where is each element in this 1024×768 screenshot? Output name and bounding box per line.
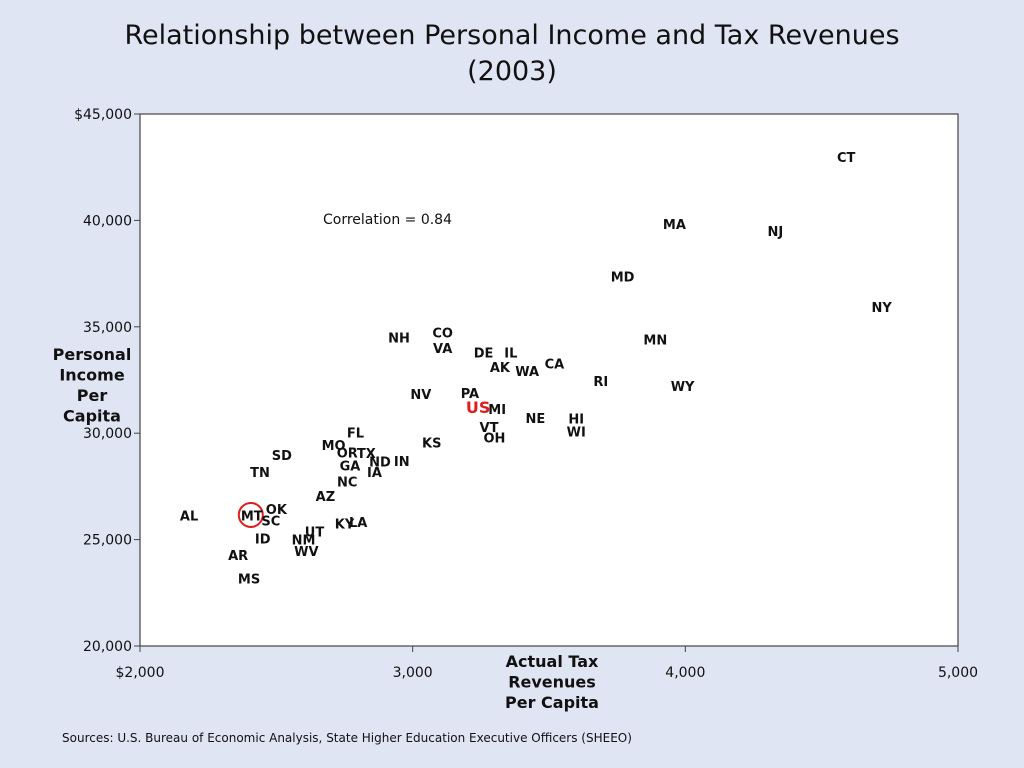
plot-area [139,113,959,647]
data-point-mt: MT [241,509,263,524]
data-point-wa: WA [515,365,539,380]
x-tick-label: 4,000 [665,665,705,681]
data-point-mi: MI [488,403,506,418]
data-point-nc: NC [337,475,357,490]
data-point-il: IL [504,347,517,362]
data-point-ak: AK [490,361,511,376]
data-point-mn: MN [643,333,667,348]
x-tick-label: 5,000 [938,665,978,681]
data-point-nj: NJ [767,225,783,240]
data-point-ga: GA [340,460,361,475]
data-point-va: VA [433,342,452,357]
data-point-ms: MS [238,573,260,588]
data-point-wy: WY [671,380,695,395]
data-point-co: CO [432,326,453,341]
data-point-us: US [466,398,491,417]
x-axis-label: Actual Tax [506,652,599,671]
data-point-in: IN [394,455,410,470]
y-axis-label: Income [59,366,124,385]
x-tick-label: $2,000 [116,665,165,681]
data-point-de: DE [474,347,494,362]
data-point-ma: MA [663,218,686,233]
data-point-pa: PA [461,387,479,402]
y-tick-label: 40,000 [83,213,132,229]
data-point-tn: TN [250,466,270,481]
data-point-az: AZ [316,490,336,505]
data-point-ny: NY [872,301,893,316]
chart-title: Relationship between Personal Income and… [0,18,1024,90]
data-point-id: ID [255,532,271,547]
y-axis-label: Per [77,386,108,405]
data-point-ri: RI [593,375,608,390]
data-point-ky: KY [335,518,355,533]
data-point-fl: FL [347,426,364,441]
data-point-ne: NE [525,412,545,427]
data-point-al: AL [180,509,198,524]
data-point-sc: SC [261,515,280,530]
chart-title-line-1: Relationship between Personal Income and… [124,20,900,51]
data-point-ar: AR [228,549,248,564]
x-axis-label: Revenues [508,673,596,692]
y-tick-label: 35,000 [83,320,132,336]
data-point-nd: ND [369,456,391,471]
data-point-mo: MO [322,439,346,454]
data-point-ok: OK [266,503,288,518]
data-point-wi: WI [567,425,586,440]
y-tick-label: 25,000 [83,533,132,549]
chart-title-line-2: (2003) [467,56,557,87]
data-point-sd: SD [272,449,292,464]
x-tick-label: 3,000 [393,665,433,681]
data-point-hi: HI [568,413,584,428]
data-point-md: MD [611,271,635,286]
x-axis-label: Per Capita [505,693,599,712]
data-point-la: LA [349,516,367,531]
data-point-oh: OH [483,431,505,446]
data-point-ca: CA [545,358,565,373]
y-tick-label: 20,000 [83,639,132,655]
correlation-annotation: Correlation = 0.84 [323,212,452,228]
source-note: Sources: U.S. Bureau of Economic Analysi… [62,731,632,745]
y-axis-label: Capita [63,407,121,426]
data-point-ut: UT [305,525,325,540]
data-point-ia: IA [367,466,382,481]
data-point-ks: KS [422,436,441,451]
data-point-vt: VT [480,421,499,436]
y-tick-label: 30,000 [83,426,132,442]
data-point-nm: NM [292,533,316,548]
data-point-nv: NV [410,388,431,403]
data-point-wv: WV [294,545,318,560]
data-point-or: OR [337,447,358,462]
data-point-nh: NH [388,331,410,346]
y-axis-label: Personal [53,345,132,364]
highlight-circle [237,501,264,528]
data-point-ct: CT [837,151,856,166]
y-tick-label: $45,000 [74,107,132,123]
data-point-tx: TX [357,447,376,462]
